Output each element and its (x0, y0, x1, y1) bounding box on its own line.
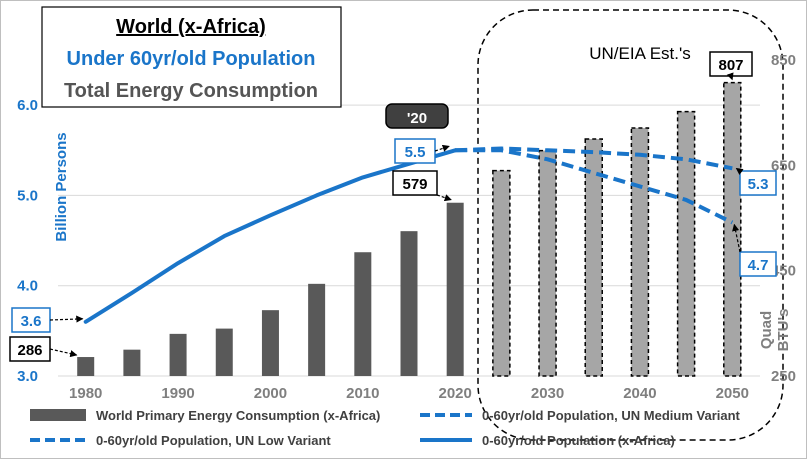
year-callout-box (385, 103, 449, 129)
projection-region (477, 9, 784, 441)
legend-label-low: 0-60yr/old Population, UN Low Variant (96, 433, 331, 448)
legend-label-energy: World Primary Energy Consumption (x-Afri… (96, 408, 380, 423)
year-callout: '20 (407, 110, 427, 127)
energy-bar (77, 357, 95, 376)
energy-bar-projected (538, 149, 557, 377)
legend-swatch-energy (30, 409, 86, 421)
energy-bar-projected (676, 110, 696, 377)
title-box (41, 6, 342, 108)
tick-labels: 3.0 4.0 5.0 6.0 250 450 650 850 1980 1990 2000 2010… (17, 52, 796, 402)
y-right-label-line2: BTU's (775, 309, 792, 352)
y-right-tick-label: 850 (771, 52, 796, 69)
y-left-tick-label: 6.0 (17, 97, 38, 114)
energy-bar-projected (723, 81, 742, 377)
chart-subtitle-population: Under 60yr/old Population (67, 48, 316, 70)
energy-bar (446, 202, 464, 376)
callout-pop-1980: 3.6 (21, 313, 42, 330)
population-line-low-variant (455, 148, 734, 225)
y-left-tick-label: 3.0 (17, 368, 38, 385)
callout-energy-1980: 286 (17, 342, 42, 359)
y-left-tick-label: 5.0 (17, 187, 38, 204)
callout-energy-2050-pointer (726, 72, 734, 81)
callout-pop-2050-low: 4.7 (748, 257, 769, 274)
callout-pop-2020-box (394, 138, 436, 164)
y-right-tick-label: 650 (771, 157, 796, 174)
callout-energy-2020-pointer (436, 194, 452, 202)
population-lines (83, 146, 734, 324)
energy-bar (354, 252, 372, 376)
projection-note: UN/EIA Est.'s (589, 44, 691, 63)
callout-energy-1980-box (9, 336, 51, 362)
legend-label-historical: 0-60yr/old Population (x-Africa) (482, 433, 675, 448)
chart-subtitle-energy: Total Energy Consumption (64, 80, 318, 102)
energy-bar (123, 349, 141, 376)
energy-bar (215, 328, 233, 376)
energy-bar (261, 310, 279, 376)
x-tick-label: 2030 (531, 385, 564, 402)
callout-pop-2020: 5.5 (405, 144, 426, 161)
legend-label-medium: 0-60yr/old Population, UN Medium Variant (482, 408, 741, 423)
data-callouts: 3.6 286 5.5 579 807 5.3 4.7 (9, 51, 777, 362)
energy-bar (169, 333, 187, 376)
energy-bar-projected (584, 138, 603, 377)
callout-energy-2020-box (392, 170, 438, 196)
x-tick-label: 1990 (161, 385, 194, 402)
callout-pop-2050-medium-pointer (735, 167, 744, 176)
x-tick-label: 2020 (438, 385, 471, 402)
callout-energy-2050: 807 (718, 57, 743, 74)
callout-pop-1980-box (11, 307, 51, 333)
chart-title: World (x-Africa) (116, 16, 266, 38)
callout-pop-2050-medium-box (739, 170, 777, 196)
callout-energy-2020: 579 (402, 176, 427, 193)
energy-bar (308, 283, 326, 376)
population-line-historical (83, 148, 458, 324)
x-tick-label: 2040 (623, 385, 656, 402)
callout-energy-2050-box (709, 51, 753, 77)
x-tick-label: 2010 (346, 385, 379, 402)
y-right-tick-label: 250 (771, 368, 796, 385)
callout-pop-1980-pointer (49, 315, 84, 323)
y-right-tick-label: 450 (771, 263, 796, 280)
y-left-tick-label: 4.0 (17, 278, 38, 295)
x-tick-label: 2050 (716, 385, 749, 402)
callout-energy-1980-pointer (49, 348, 78, 358)
y-left-label: Billion Persons (53, 132, 70, 241)
x-tick-label: 2000 (254, 385, 287, 402)
energy-bar (400, 231, 418, 376)
energy-bar-projected (630, 127, 650, 377)
callout-pop-2020-pointer (434, 144, 450, 152)
legend: World Primary Energy Consumption (x-Afri… (30, 408, 741, 448)
callout-pop-2050-low-box (739, 251, 777, 277)
energy-bar-projected (492, 169, 511, 377)
x-tick-label: 1980 (69, 385, 102, 402)
y-right-label-line1: Quad (758, 311, 775, 349)
callout-pop-2050-medium: 5.3 (748, 176, 769, 193)
